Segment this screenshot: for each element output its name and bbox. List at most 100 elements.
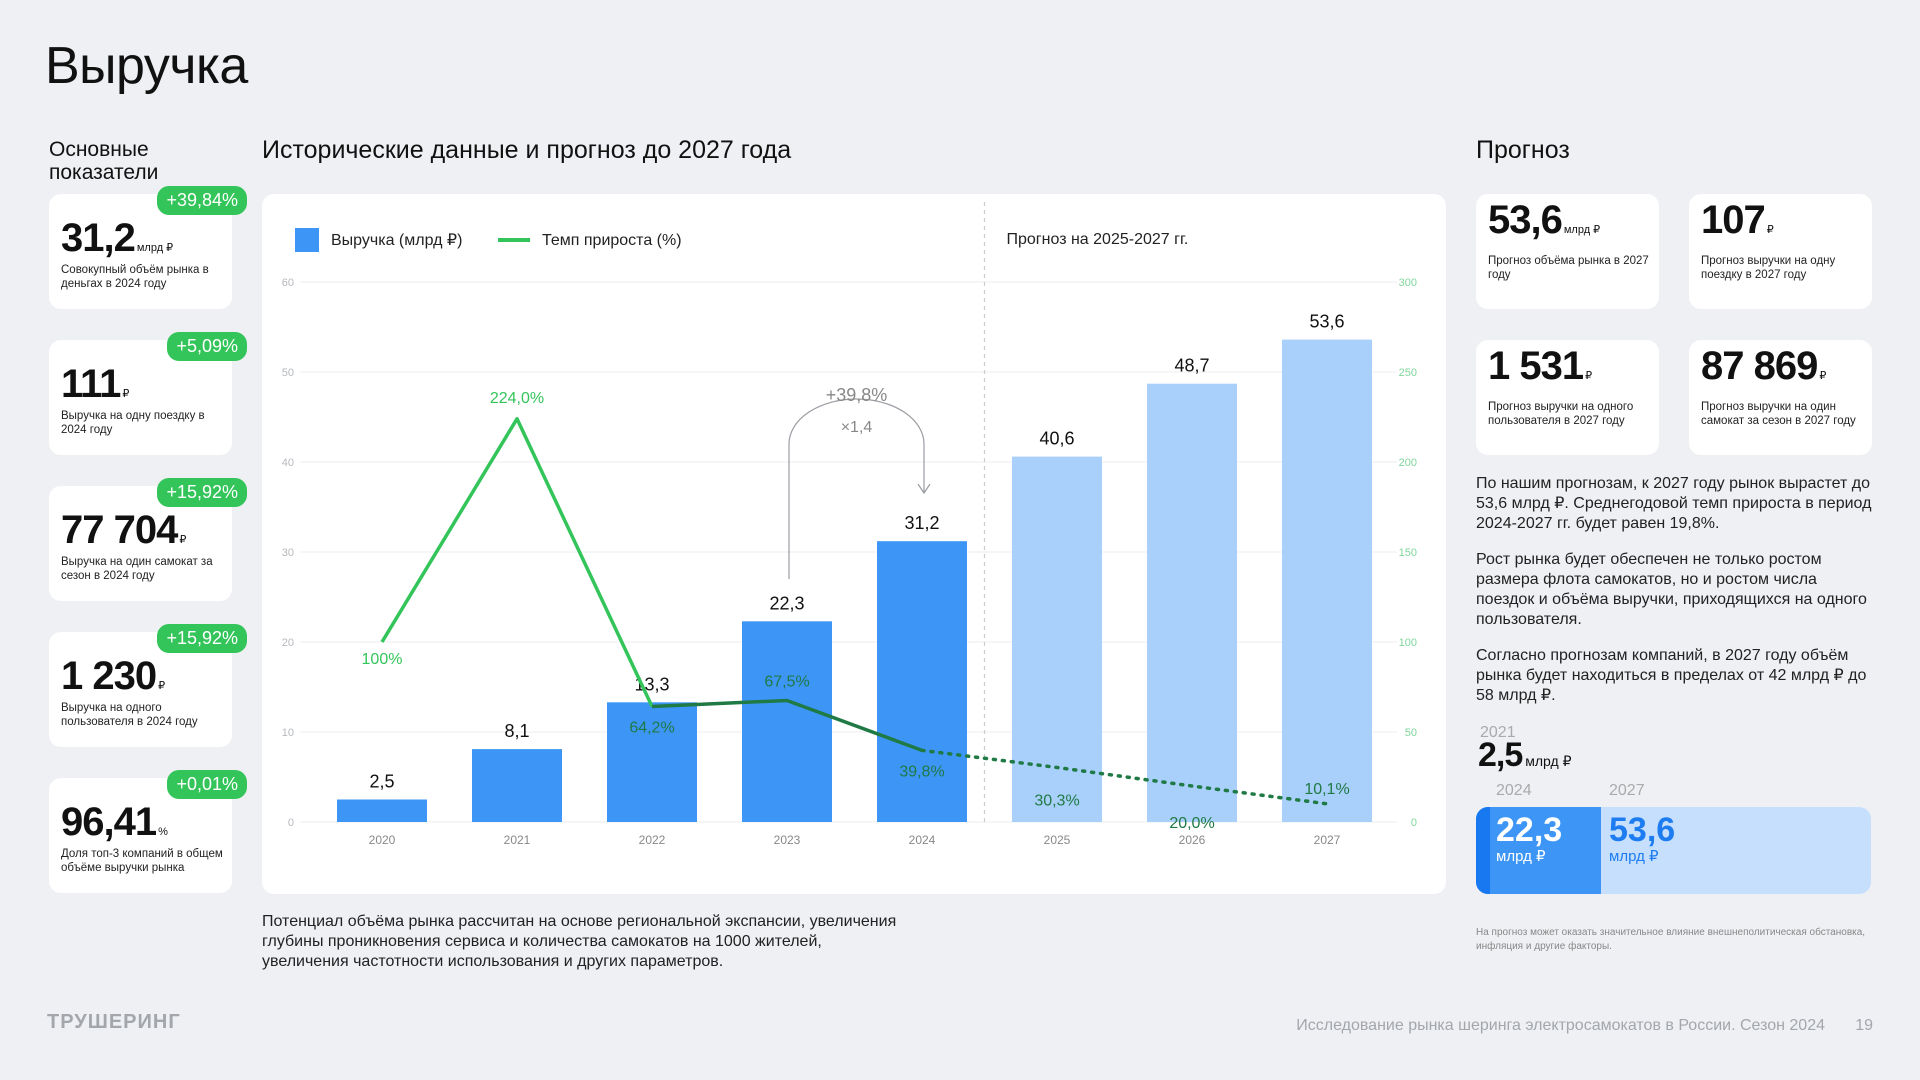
x-tick-label: 2025 (1044, 833, 1071, 847)
growth-value-label: 10,1% (1304, 781, 1349, 798)
revenue-bar (1147, 383, 1237, 822)
comparison-year-2021: 2021 (1480, 724, 1516, 741)
bar-value-label: 8,1 (504, 721, 529, 741)
revenue-bar (607, 702, 697, 822)
growth-badge: +5,09% (167, 332, 247, 361)
x-tick-label: 2021 (504, 833, 531, 847)
forecast-card-market-volume: 53,6 млрд ₽ Прогноз объёма рынка в 2027 г… (1476, 194, 1659, 309)
growth-value-label: 20,0% (1169, 815, 1214, 832)
comparison-bar-2027: 22,3 млрд ₽ 53,6 млрд ₽ (1476, 807, 1871, 894)
kpi-value: 77 704 ₽ (61, 508, 187, 552)
kpi-value: 111 ₽ (61, 362, 130, 406)
comparison-unit-2024: млрд ₽ (1496, 848, 1546, 865)
x-tick-label: 2023 (774, 833, 801, 847)
chart-heading: Исторические данные и прогноз до 2027 го… (262, 136, 792, 164)
revenue-bar (742, 621, 832, 822)
revenue-bar (1012, 456, 1102, 822)
growth-badge: +15,92% (157, 478, 247, 507)
y-right-tick-label: 200 (1399, 457, 1417, 469)
kpi-card-revenue-per-scooter: 77 704 ₽ Выручка на один самокат за сезон… (49, 478, 247, 601)
x-tick-label: 2022 (639, 833, 666, 847)
page-title: Выручка (45, 37, 248, 95)
forecast-note-2: Рост рынка будет обеспечен не только рос… (1476, 551, 1867, 628)
footer-study-title: Исследование рынка шеринга электросамока… (1296, 1017, 1825, 1034)
revenue-chart-card: 0 10 20 30 40 50 60 0 50 100 150 200 250 300 Прогноз н… (262, 194, 1446, 894)
growth-annotation-arc (788, 398, 925, 579)
y-left-tick-label: 40 (282, 457, 294, 469)
revenue-chart: 0 10 20 30 40 50 60 0 50 100 150 200 250 300 Прогноз н… (282, 202, 1417, 847)
forecast-note-1: По нашим прогнозам, к 2027 году рынок вы… (1476, 475, 1872, 532)
forecast-description: Прогноз выручки на один самокат за сезон… (1701, 401, 1856, 427)
forecast-label: Прогноз на 2025-2027 гг. (1007, 231, 1189, 248)
y-left-tick-label: 20 (282, 637, 294, 649)
forecast-note-3: Согласно прогнозам компаний, в 2027 году… (1476, 647, 1867, 704)
kpi-card-market-volume: 31,2 млрд ₽ Совокупный объём рынка в день… (49, 186, 247, 309)
y-left-tick-label: 60 (282, 277, 294, 289)
forecast-card-revenue-per-user: 1 531 ₽ Прогноз выручки на одного пользов… (1476, 340, 1659, 455)
growth-line-forecast (920, 748, 1329, 806)
kpi-card-top3-share: 96,41% Доля топ-3 компаний в общем объём… (49, 770, 247, 893)
revenue-bar (1282, 339, 1372, 822)
x-tick-label: 2026 (1179, 833, 1206, 847)
growth-badge: +39,84% (157, 186, 247, 215)
x-tick-label: 2027 (1314, 833, 1341, 847)
comparison-value-2027: 53,6 (1609, 811, 1676, 849)
bar-value-label: 22,3 (769, 593, 804, 613)
growth-value-label: 224,0% (490, 390, 544, 407)
bar-value-label: 53,6 (1309, 312, 1344, 332)
bar-value-label: 40,6 (1039, 429, 1074, 449)
y-right-tick-label: 300 (1399, 277, 1417, 289)
y-left-tick-label: 10 (282, 727, 294, 739)
kpi-card-revenue-per-user: 1 230 ₽ Выручка на одного пользователя в … (49, 624, 247, 747)
forecast-card-revenue-per-trip: 107 ₽ Прогноз выручки на одну поездку в 2… (1689, 194, 1872, 309)
forecast-card-revenue-per-scooter: 87 869 ₽ Прогноз выручки на один самокат … (1689, 340, 1872, 455)
comparison-value-2021: 2,5 млрд ₽ (1478, 736, 1572, 774)
y-left-tick-label: 0 (288, 817, 294, 829)
y-left-tick-label: 30 (282, 547, 294, 559)
revenue-bar (337, 799, 427, 822)
legend-swatch-revenue (295, 228, 319, 252)
comparison-bar-2024 (1476, 807, 1601, 894)
forecast-description: Прогноз объёма рынка в 2027 году (1488, 255, 1649, 281)
forecast-value: 87 869 ₽ (1701, 344, 1827, 388)
forecast-value: 1 531 ₽ (1488, 344, 1593, 388)
growth-value-label: 39,8% (899, 763, 944, 780)
bar-value-label: 2,5 (369, 772, 394, 792)
kpi-card-revenue-per-trip: 111 ₽ Выручка на одну поездку в 2024 году… (49, 332, 247, 455)
growth-badge: +0,01% (167, 770, 247, 799)
growth-value-label: 64,2% (629, 719, 674, 736)
forecast-value: 107 ₽ (1701, 198, 1774, 242)
kpi-description: Выручка на один самокат за сезон в 2024 … (61, 556, 213, 582)
revenue-bar (877, 541, 967, 822)
growth-line-historical (380, 417, 654, 708)
comparison-year-2024: 2024 (1496, 782, 1532, 799)
forecast-description: Прогноз выручки на одного пользователя в… (1488, 401, 1634, 427)
kpi-value: 96,41% (61, 800, 168, 844)
revenue-bar (472, 749, 562, 822)
growth-annotation-label: +39,8% (826, 385, 888, 405)
key-metrics-heading: Основные показатели (49, 138, 159, 184)
kpi-description: Совокупный объём рынка в деньгах в 2024 … (61, 264, 209, 290)
forecast-heading: Прогноз (1476, 136, 1570, 164)
y-right-tick-label: 0 (1411, 817, 1417, 829)
kpi-value: 1 230 ₽ (61, 654, 166, 698)
growth-annotation-arrowhead (917, 483, 931, 495)
growth-value-label: 100% (362, 651, 403, 668)
y-right-tick-label: 50 (1405, 727, 1417, 739)
chart-footnote: Потенциал объёма рынка рассчитан на осно… (262, 913, 897, 970)
bar-value-label: 31,2 (904, 513, 939, 533)
page-number: 19 (1855, 1017, 1873, 1034)
kpi-description: Выручка на одну поездку в 2024 году (61, 410, 205, 436)
x-tick-label: 2024 (909, 833, 936, 847)
bar-value-label: 48,7 (1174, 356, 1209, 376)
comparison-value-2024: 22,3 (1496, 811, 1563, 849)
comparison-unit-2027: млрд ₽ (1609, 848, 1659, 865)
y-right-tick-label: 250 (1399, 367, 1417, 379)
kpi-description: Выручка на одного пользователя в 2024 го… (61, 702, 198, 728)
growth-value-label: 30,3% (1034, 792, 1079, 809)
brand-logo: ТРУШЕРИНГ (47, 1011, 181, 1033)
kpi-description: Доля топ-3 компаний в общем объёме выруч… (61, 848, 223, 874)
x-tick-label: 2020 (369, 833, 396, 847)
legend-label-revenue: Выручка (млрд ₽) (331, 232, 462, 249)
kpi-value: 31,2 млрд ₽ (61, 216, 174, 260)
